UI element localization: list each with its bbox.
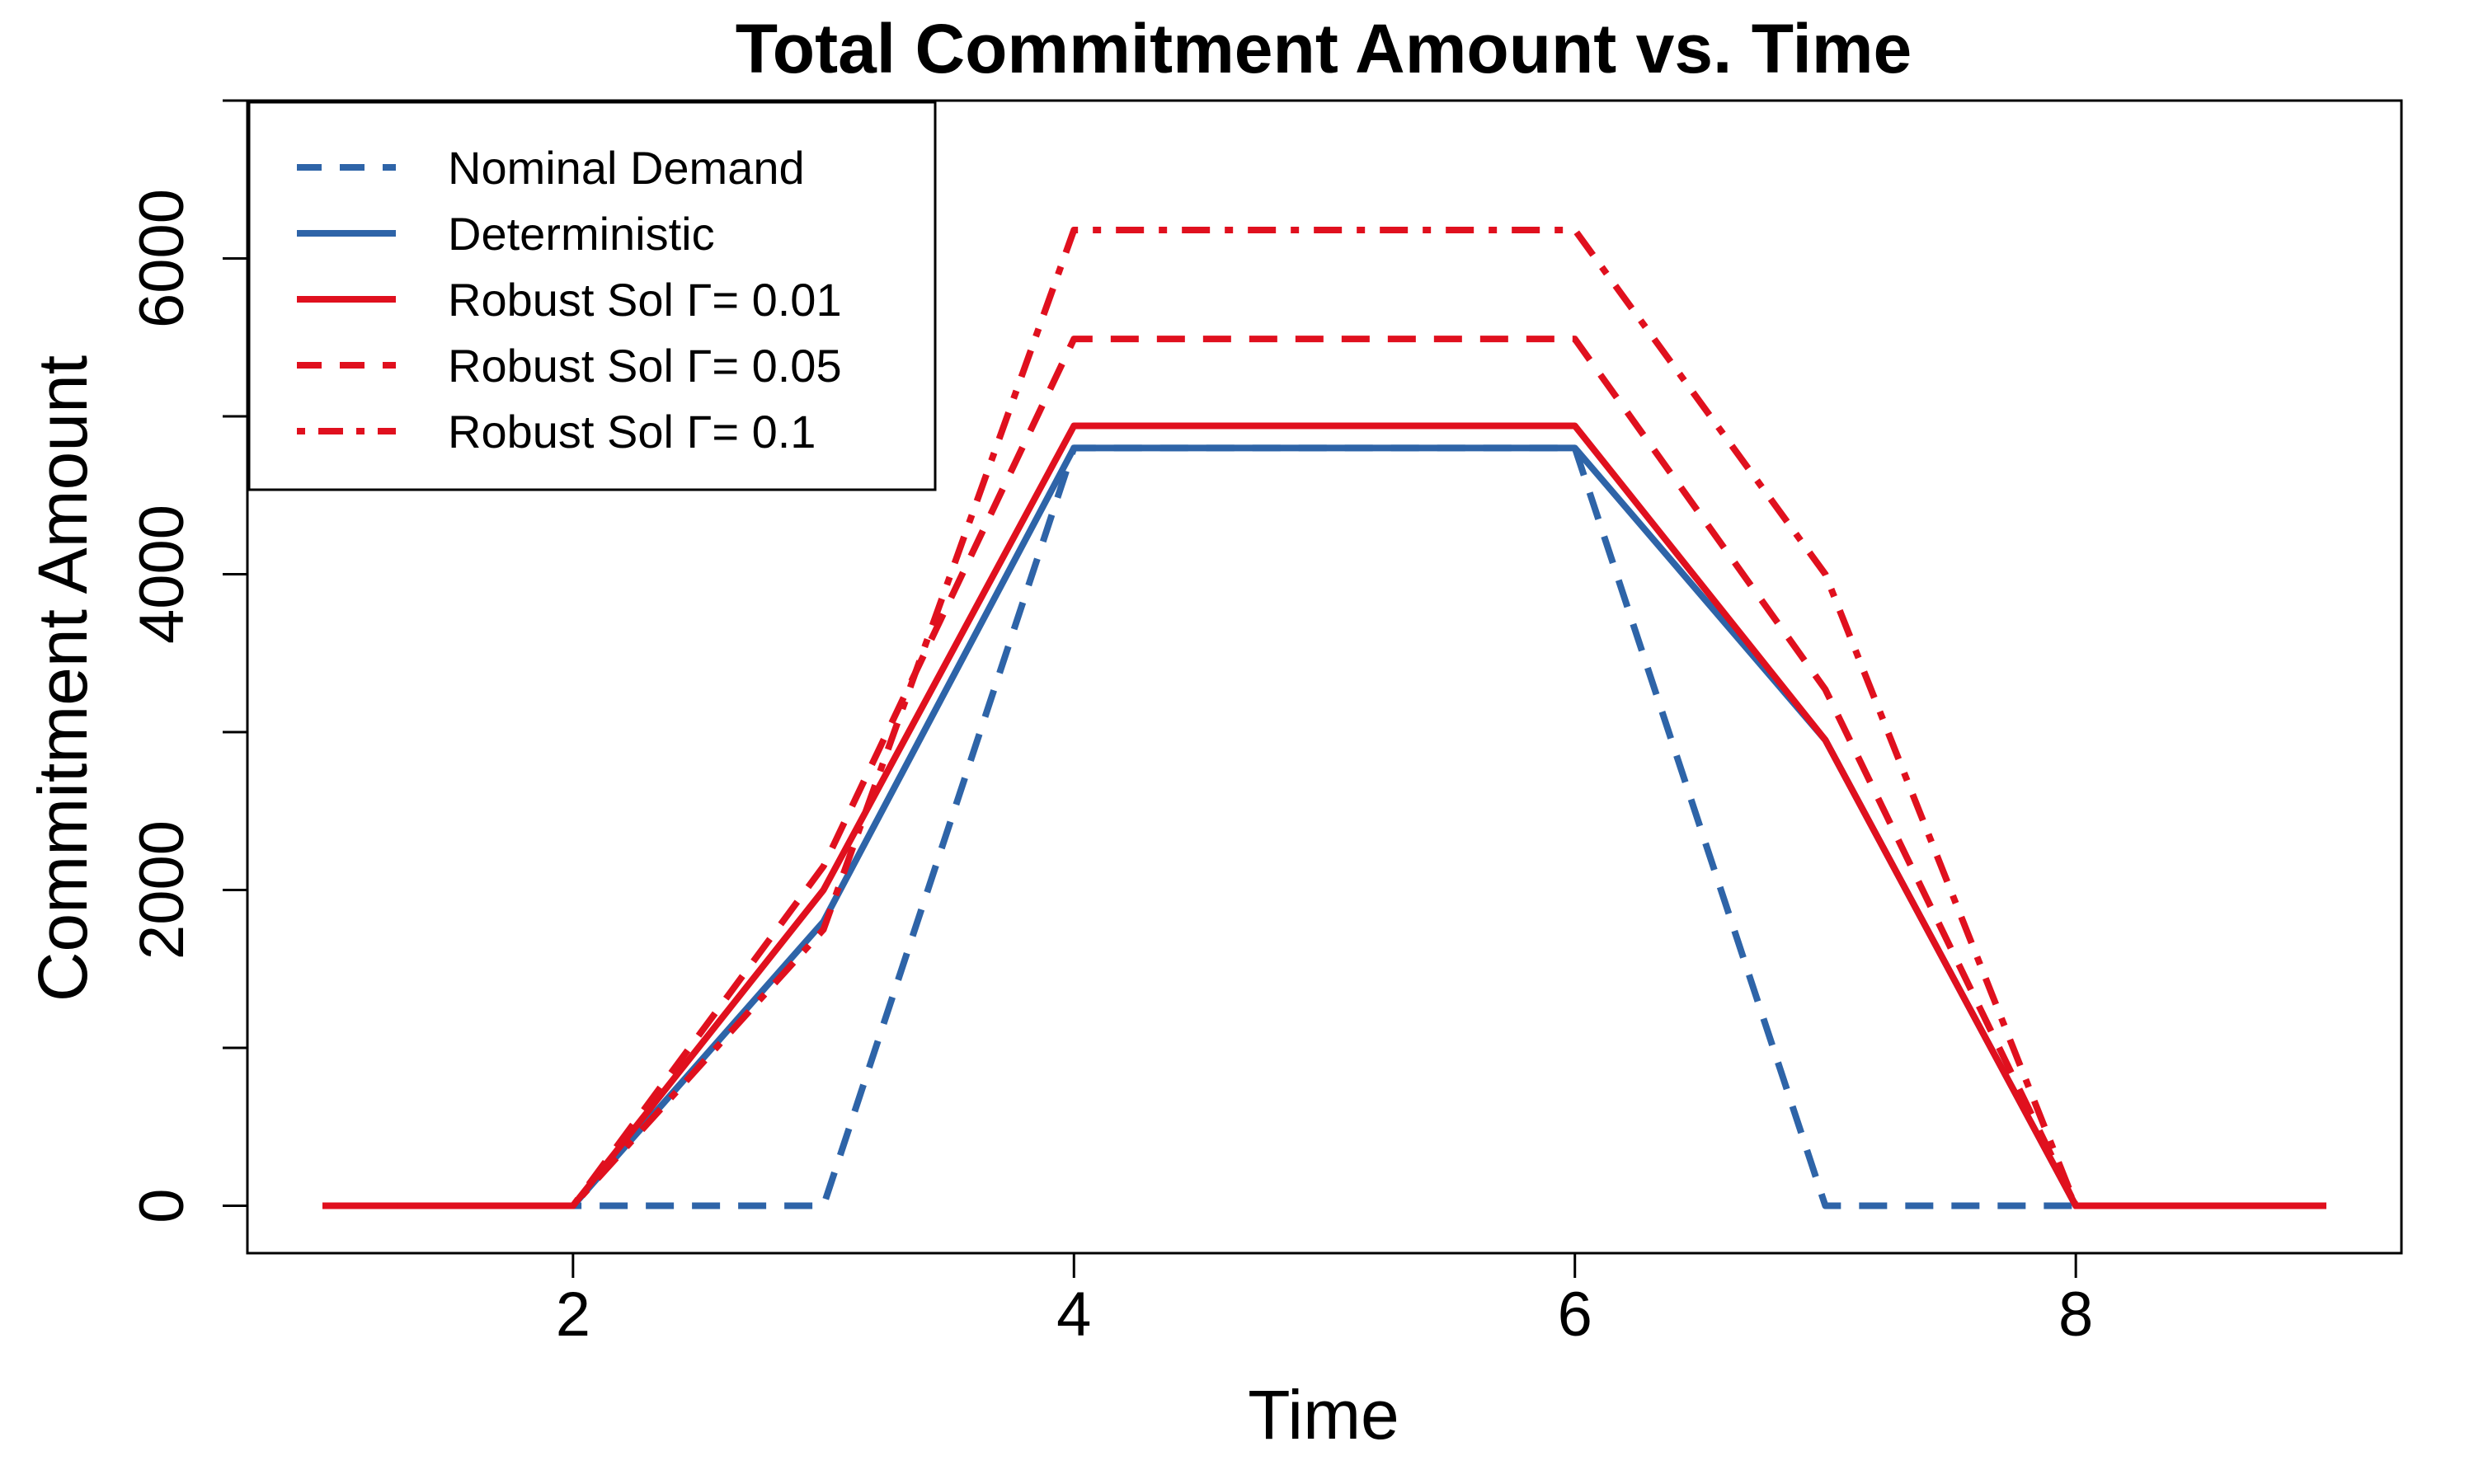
- series-line-1: [322, 444, 2326, 1209]
- y-tick-label: 0: [127, 1188, 197, 1223]
- x-tick-label: 4: [1056, 1280, 1091, 1350]
- y-tick-label: 2000: [127, 820, 197, 960]
- y-tick-label: 6000: [127, 189, 197, 328]
- legend-label-5: Robust Sol Γ= 0.1: [448, 406, 816, 458]
- series-line-3: [322, 422, 2326, 1209]
- y-axis: 0 2000 4000 6000: [127, 99, 247, 1223]
- legend-label-3: Robust Sol Γ= 0.01: [448, 274, 842, 326]
- legend-label-4: Robust Sol Γ= 0.05: [448, 340, 842, 392]
- legend-label-2: Deterministic: [448, 208, 715, 260]
- legend-label-1: Nominal Demand: [448, 142, 805, 194]
- x-axis: 2 4 6 8: [556, 1253, 2093, 1350]
- y-axis-title: Commitment Amount: [24, 355, 101, 1002]
- plot-frame: [246, 99, 2403, 1255]
- x-axis-title: Time: [1248, 1376, 1399, 1453]
- legend: Nominal Demand Deterministic Robust Sol Γ=…: [247, 101, 937, 491]
- x-tick-label: 2: [556, 1280, 590, 1350]
- x-tick-label: 8: [2058, 1280, 2093, 1350]
- chart-title: Total Commitment Amount vs. Time: [736, 10, 1912, 87]
- series-layer: [322, 227, 2326, 1209]
- x-tick-label: 6: [1558, 1280, 1592, 1350]
- series-line-5: [322, 227, 2326, 1209]
- series-line-4: [322, 336, 2326, 1209]
- series-line-2: [322, 444, 2326, 1209]
- y-tick-label: 4000: [127, 505, 197, 644]
